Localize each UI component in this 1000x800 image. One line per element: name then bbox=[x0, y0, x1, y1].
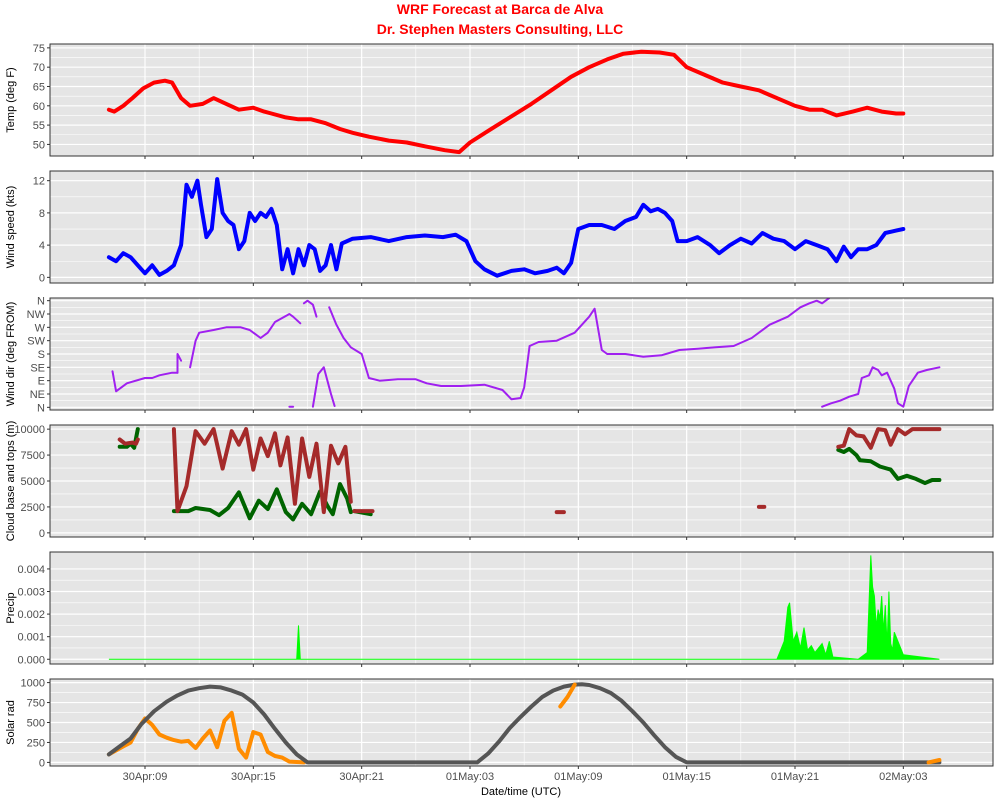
series-group bbox=[117, 427, 942, 522]
series-group bbox=[106, 49, 906, 155]
series-cloud-line bbox=[171, 482, 353, 522]
series-wind_dir-line bbox=[111, 370, 179, 393]
series-wind_speed-line bbox=[106, 177, 906, 278]
y-axis-label: Solar rad bbox=[5, 700, 17, 745]
x-tick-label: 01May:09 bbox=[554, 771, 602, 783]
y-tick-label: 55 bbox=[33, 120, 45, 132]
y-axis-label: Wind speed (kts) bbox=[5, 186, 17, 269]
y-tick-label: 0 bbox=[39, 528, 45, 540]
y-tick-label: 0.001 bbox=[17, 632, 45, 644]
y-tick-label: 4 bbox=[39, 240, 45, 252]
series-wind_dir-line bbox=[328, 298, 831, 401]
y-tick-label: 250 bbox=[27, 737, 45, 749]
series-wind_dir-line bbox=[311, 366, 336, 408]
x-tick-label: 02May:03 bbox=[879, 771, 927, 783]
y-tick-label: 0 bbox=[39, 757, 45, 769]
series-solar-line bbox=[926, 758, 942, 765]
y-tick-label: 70 bbox=[33, 62, 45, 74]
series-group bbox=[111, 298, 941, 408]
x-tick-label: 30Apr:21 bbox=[339, 771, 384, 783]
y-axis-label: Precip bbox=[5, 592, 17, 623]
panel-frame bbox=[49, 424, 994, 538]
y-tick-label: 12 bbox=[33, 176, 45, 188]
panel-background bbox=[50, 552, 993, 664]
series-solar-line bbox=[106, 682, 942, 765]
panel-frame bbox=[49, 551, 994, 665]
panel-background bbox=[50, 44, 993, 156]
x-tick-label: 30Apr:15 bbox=[231, 771, 276, 783]
y-tick-label: 0.002 bbox=[17, 609, 45, 621]
y-tick-label: NE bbox=[30, 389, 45, 401]
chart-title: WRF Forecast at Barca de Alva bbox=[397, 1, 604, 17]
series-precip-area bbox=[108, 555, 940, 660]
y-tick-label: 750 bbox=[27, 698, 45, 710]
y-tick-label: SE bbox=[30, 362, 45, 374]
series-cloud-line bbox=[836, 446, 942, 486]
series-solar-line bbox=[558, 682, 577, 709]
y-axis-label: Cloud base and tops (m) bbox=[5, 421, 17, 541]
y-axis-label: Temp (deg F) bbox=[5, 67, 17, 132]
series-cloud-line bbox=[836, 427, 942, 450]
y-tick-label: 0 bbox=[39, 272, 45, 284]
y-tick-label: 2500 bbox=[21, 502, 45, 514]
y-tick-label: SW bbox=[27, 336, 45, 348]
series-wind_dir-line bbox=[821, 366, 941, 408]
y-tick-label: 0.000 bbox=[17, 654, 45, 666]
y-tick-label: 500 bbox=[27, 718, 45, 730]
panel-frame bbox=[49, 43, 994, 157]
y-tick-label: 0.004 bbox=[17, 564, 45, 576]
y-tick-label: 0.003 bbox=[17, 587, 45, 599]
y-tick-label: NW bbox=[27, 309, 46, 321]
y-tick-label: N bbox=[37, 296, 45, 308]
y-tick-label: 10000 bbox=[14, 424, 45, 436]
x-axis-label: Date/time (UTC) bbox=[481, 786, 561, 798]
y-tick-label: 8 bbox=[39, 208, 45, 220]
panel-solar: 0 250 500 750 1000 30Apr:09 30Apr:15 30Apr:21 01… bbox=[5, 678, 994, 783]
y-tick-label: 75 bbox=[33, 43, 45, 55]
panel-frame bbox=[49, 297, 994, 411]
panel-background bbox=[50, 171, 993, 283]
series-cloud-line bbox=[117, 437, 140, 446]
panels: 50 55 60 65 70 75 Temp (deg F) 0 4 8 12 Wind speed … bbox=[5, 43, 994, 783]
panel-temp: 50 55 60 65 70 75 Temp (deg F) bbox=[5, 43, 994, 159]
x-tick-label: 01May:03 bbox=[446, 771, 494, 783]
series-wind_dir-line bbox=[302, 299, 318, 318]
y-tick-label: W bbox=[35, 322, 46, 334]
series-cloud-line bbox=[171, 427, 353, 515]
y-tick-label: 7500 bbox=[21, 450, 45, 462]
series-group bbox=[106, 177, 906, 278]
y-tick-label: 65 bbox=[33, 81, 45, 93]
x-tick-label: 01May:21 bbox=[771, 771, 819, 783]
y-tick-label: N bbox=[37, 402, 45, 414]
x-tick-label: 01May:15 bbox=[663, 771, 711, 783]
panel-frame bbox=[49, 170, 994, 284]
panel-precip: 0.000 0.001 0.002 0.003 0.004 Precip bbox=[5, 551, 994, 667]
series-group bbox=[106, 682, 942, 765]
y-tick-label: 60 bbox=[33, 101, 45, 113]
y-tick-label: E bbox=[38, 376, 45, 388]
y-tick-label: 50 bbox=[33, 139, 45, 151]
y-tick-label: S bbox=[38, 349, 45, 361]
series-wind_dir-line bbox=[176, 353, 183, 374]
panel-frame bbox=[49, 678, 994, 767]
series-group bbox=[108, 555, 940, 660]
chart-subtitle: Dr. Stephen Masters Consulting, LLC bbox=[377, 21, 624, 37]
series-wind_dir-line bbox=[189, 313, 302, 369]
y-axis-label: Wind dir (deg FROM) bbox=[5, 302, 17, 407]
panel-wind_speed: 0 4 8 12 Wind speed (kts) bbox=[5, 170, 994, 286]
y-tick-label: 5000 bbox=[21, 476, 45, 488]
series-temp-line bbox=[106, 49, 906, 155]
y-tick-label: 1000 bbox=[21, 678, 45, 690]
x-tick-label: 30Apr:09 bbox=[123, 771, 168, 783]
